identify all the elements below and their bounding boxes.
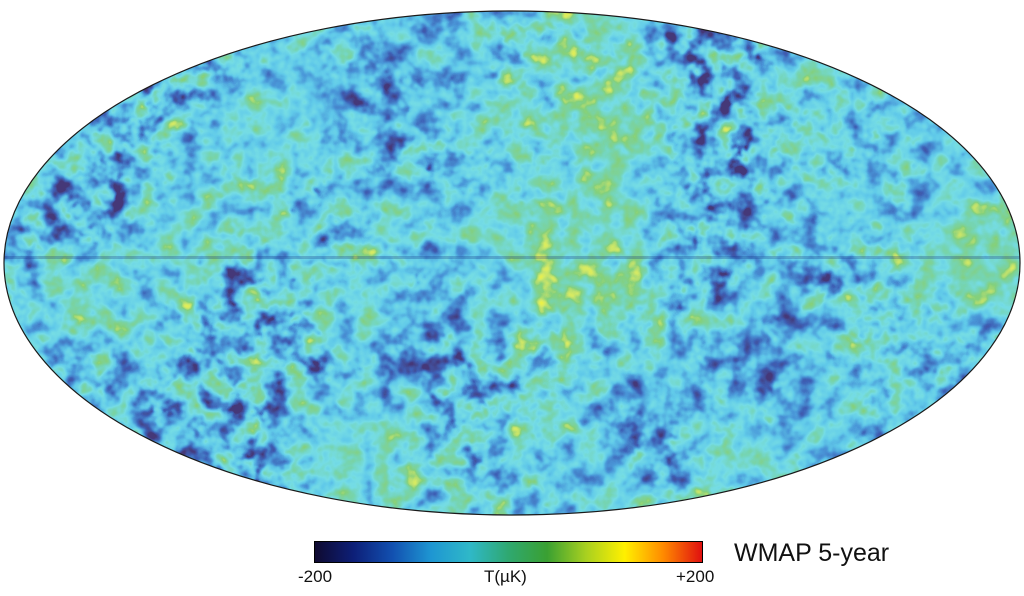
galactic-plane-residual [4, 256, 1020, 259]
colorbar-unit-label: T(µK) [484, 567, 527, 586]
temperature-field [4, 11, 1020, 515]
colorbar-max-label: +200 [676, 567, 715, 586]
colorbar [314, 541, 703, 563]
sky-map [3, 10, 1021, 516]
map-title: WMAP 5-year [734, 539, 890, 567]
colorbar-min-label: -200 [298, 567, 333, 586]
map-outline [3, 10, 1021, 516]
